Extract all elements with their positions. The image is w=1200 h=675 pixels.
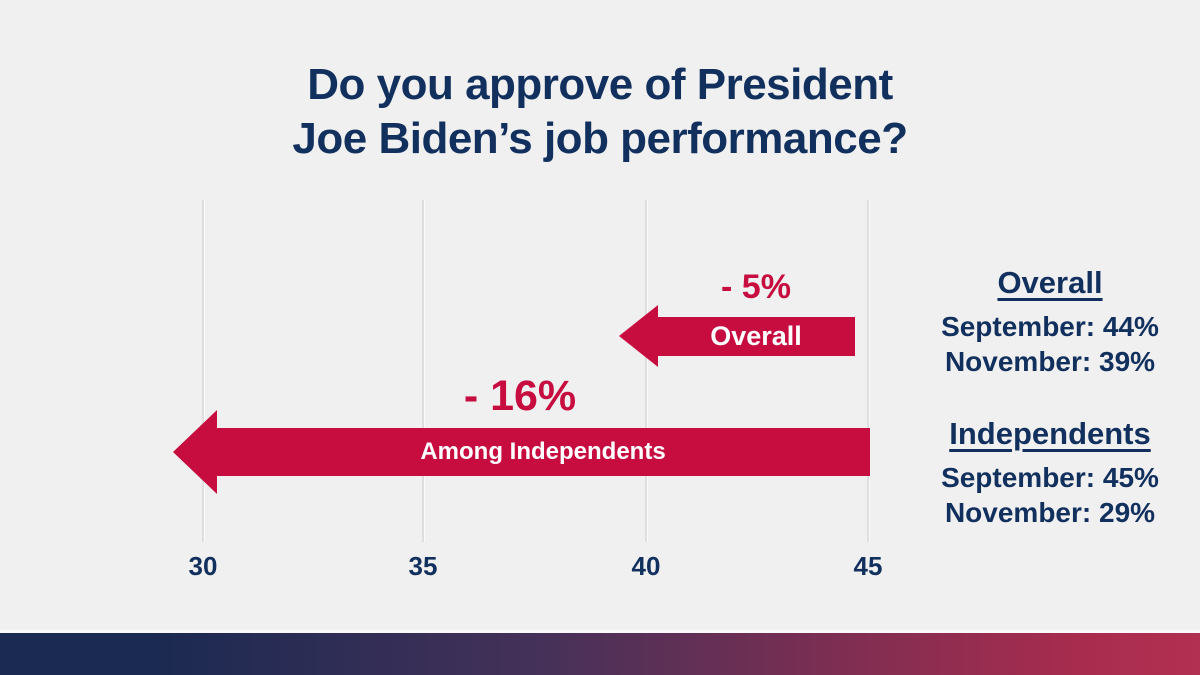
- legend-overall-heading: Overall: [997, 265, 1103, 300]
- legend-independents-november: November: 29%: [944, 497, 1156, 528]
- axis-tick-40: 40: [631, 551, 661, 581]
- independents-arrow-bar-label: Among Independents: [420, 438, 666, 465]
- axis-tick-30: 30: [188, 551, 218, 581]
- axis-tick-35: 35: [408, 551, 438, 581]
- legend-overall-september: September: 44%: [941, 311, 1159, 342]
- independents-delta-label: - 16%: [463, 372, 577, 420]
- gridline-30: [202, 200, 204, 542]
- axis-tick-45: 45: [853, 551, 883, 581]
- chart-title: Do you approve of President Joe Biden’s …: [0, 58, 1200, 166]
- independents-arrow-bar: Among Independents: [216, 428, 870, 476]
- legend-independents-block: Independents September: 45% November: 29…: [905, 416, 1195, 530]
- legend-independents-september: September: 45%: [941, 462, 1159, 493]
- footer-gradient-bar: [0, 633, 1200, 675]
- chart-title-line-2: Joe Biden’s job performance?: [292, 114, 908, 164]
- overall-arrow-bar-label: Overall: [710, 321, 802, 351]
- footer-divider: [0, 630, 1200, 633]
- gridline-45: [867, 200, 869, 542]
- legend-panel: Overall September: 44% November: 39% Ind…: [905, 265, 1195, 530]
- legend-overall-november: November: 39%: [944, 346, 1156, 377]
- gridline-40: [645, 200, 647, 542]
- overall-delta-label: - 5%: [721, 268, 791, 306]
- chart-title-line-1: Do you approve of President: [307, 60, 893, 109]
- gridline-35: [422, 200, 424, 542]
- legend-independents-heading: Independents: [949, 416, 1151, 451]
- independents-left-arrow-icon: [173, 410, 217, 494]
- overall-left-arrow-icon: [619, 305, 658, 367]
- overall-arrow-bar: Overall: [657, 317, 855, 356]
- legend-overall-block: Overall September: 44% November: 39%: [905, 265, 1195, 379]
